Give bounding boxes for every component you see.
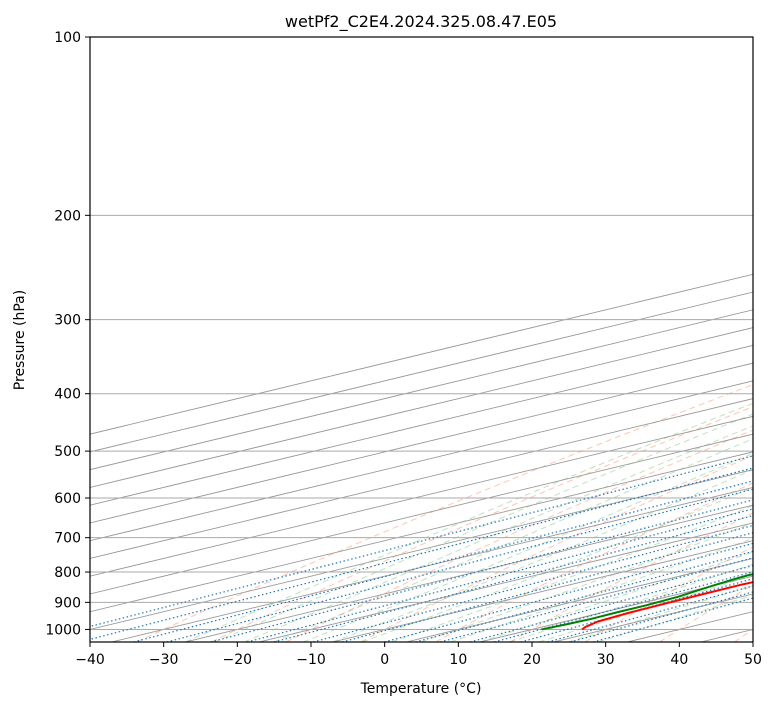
chart-title: wetPf2_C2E4.2024.325.08.47.E05 [285,12,557,32]
y-tick-label: 900 [54,595,81,611]
moist-adiabat [538,574,753,642]
y-axis: 100 200 300 400 500 600 700 800 900 1000 [45,30,90,638]
y-tick-label: 1000 [45,622,81,638]
moist-adiabat [185,402,753,642]
dry-adiabat [509,512,753,642]
x-axis: −40 −30 −20 −10 0 10 20 30 40 50 [75,642,762,668]
mixing-ratio-lines [90,455,753,642]
moist-adiabat [597,594,753,642]
isotherm [90,362,753,524]
background-lines [90,37,753,642]
isotherm [332,540,753,642]
isotherm [111,486,753,642]
dry-adiabat [360,454,753,642]
isotherm [406,557,753,642]
y-tick-label: 400 [54,387,81,403]
moist-adiabats [185,402,753,642]
y-tick-label: 200 [54,208,81,224]
y-tick-label: 600 [54,491,81,507]
dry-adiabat [211,406,753,642]
x-tick-label: 30 [597,652,615,668]
isotherm [90,309,753,471]
mixing-ratio-line [133,480,753,642]
moist-adiabat [450,537,753,642]
x-tick-label: −30 [149,652,179,668]
isotherm [90,398,753,559]
mixing-ratio-line [90,467,753,641]
y-axis-title: Pressure (hPa) [12,290,28,390]
y-tick-label: 700 [54,531,81,547]
isotherm [90,415,753,577]
moist-adiabat [243,425,753,642]
y-tick-label: 100 [54,30,81,46]
x-tick-label: −40 [75,652,105,668]
plot-frame [89,36,754,643]
isotherm [90,380,753,542]
dry-adiabat [435,482,753,642]
y-tick-label: 800 [54,565,81,581]
mixing-ratio-line [592,597,753,642]
moist-adiabat [273,438,753,642]
isotherm [90,273,753,435]
mixing-ratio-line [547,585,753,642]
isotherm [700,628,753,642]
x-tick-label: 0 [380,652,389,668]
x-tick-label: −10 [296,652,326,668]
dry-adiabat [734,628,753,642]
mixing-ratio-line [247,508,753,642]
isotherm [479,575,753,642]
mixing-ratio-line [415,550,753,642]
moist-adiabat [332,469,753,642]
moist-adiabat [479,551,753,642]
mixing-ratio-line [313,524,753,642]
x-tick-label: 20 [523,652,541,668]
x-tick-label: 50 [744,652,762,668]
mixing-ratio-line [440,557,753,642]
dry-adiabat [136,384,753,642]
mixing-ratio-line [570,591,753,642]
mixing-ratio-line [90,455,753,628]
x-tick-label: 10 [449,652,467,668]
moist-adiabat [568,585,753,642]
isotherm [90,344,753,506]
isotherm [258,522,753,642]
moist-adiabat [509,563,753,642]
x-tick-label: −20 [223,652,253,668]
isotherm [90,291,753,453]
moist-adiabat [302,452,753,642]
dry-adiabat [285,429,753,642]
y-tick-label: 500 [54,444,81,460]
moist-adiabat [361,486,753,642]
mixing-ratio-line [210,499,753,642]
mixing-ratio-line [166,488,753,642]
moist-adiabat [214,413,753,642]
mixing-ratio-line [520,578,753,642]
isotherms [90,273,753,642]
x-tick-label: 40 [670,652,688,668]
y-tick-label: 300 [54,313,81,329]
x-axis-title: Temperature (°C) [360,681,482,697]
isotherm [90,327,753,488]
dry-adiabat [584,546,753,642]
isotherm [90,433,753,595]
isotherm [553,593,753,642]
isotherm [185,504,753,642]
isotherm [90,451,753,613]
isotherm [90,469,753,630]
